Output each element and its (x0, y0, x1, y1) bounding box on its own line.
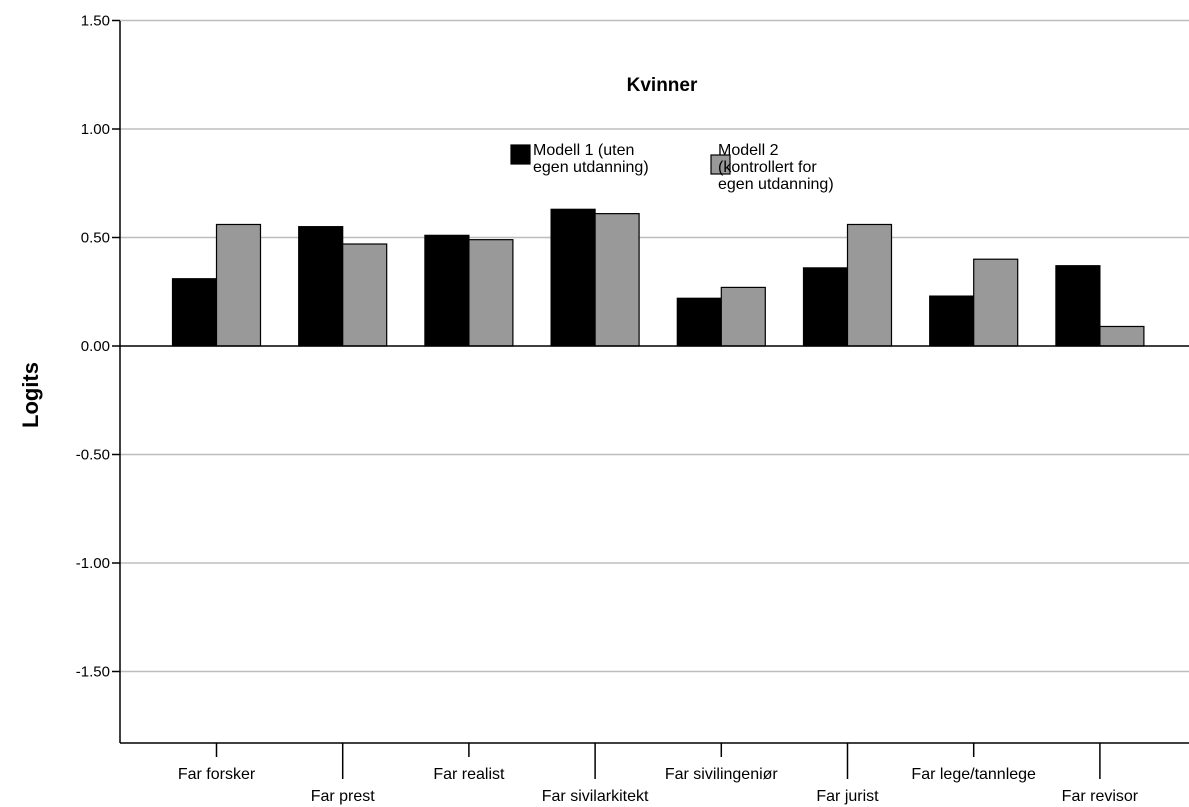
legend-label: (kontrollert for (718, 159, 817, 176)
x-tick-label: Far sivilarkitekt (542, 788, 649, 805)
bars (171, 208, 1145, 347)
bar-modell2 (215, 223, 262, 347)
bar-modell2 (594, 213, 640, 347)
legend-swatch (710, 154, 731, 175)
x-tick-label: Far jurist (816, 788, 879, 805)
x-tick-label: Far realist (433, 766, 505, 783)
x-tick-label: Far sivilingeniør (665, 766, 779, 783)
legend-label: egen utdanning) (533, 159, 649, 176)
y-tick-label: 1.50 (81, 13, 110, 30)
x-tick-label: Far revisor (1062, 788, 1139, 805)
legend-label: Modell 2 (718, 142, 779, 159)
bar-modell2 (720, 286, 766, 347)
y-tick-label: -1.00 (76, 555, 110, 572)
bar-modell1 (802, 267, 849, 347)
legend-label: Modell 1 (uten (533, 142, 634, 159)
y-tick-label: -1.50 (76, 664, 110, 681)
labels: 1.50 1.00 0.50 0.00 -0.50 -1.00 -1.50 Far forsk… (76, 13, 1139, 806)
bar-modell2 (342, 243, 388, 347)
legend-swatch (510, 144, 531, 165)
y-tick-label: 1.00 (81, 121, 110, 138)
legend-label: egen utdanning) (718, 176, 834, 193)
bar-modell2 (1099, 325, 1145, 347)
chart-title: Kvinner (627, 75, 698, 96)
x-tick-label: Far forsker (178, 766, 256, 783)
bar-modell1 (550, 208, 596, 347)
bar-modell2 (973, 258, 1019, 347)
y-axis-label: Logits (18, 362, 43, 428)
bar-modell1 (929, 295, 975, 347)
y-tick-label: 0.00 (81, 338, 110, 355)
bar-modell1 (1055, 265, 1101, 347)
axes (112, 19, 1189, 779)
bar-modell1 (424, 234, 470, 347)
bar-modell2 (846, 223, 893, 347)
y-tick-label: -0.50 (76, 447, 110, 464)
bar-modell1 (171, 278, 218, 347)
bar-modell2 (468, 239, 514, 347)
bar-modell1 (298, 226, 344, 347)
bar-modell1 (676, 297, 722, 347)
y-tick-label: 0.50 (81, 230, 110, 247)
x-tick-label: Far prest (311, 788, 376, 805)
x-tick-label: Far lege/tannlege (911, 766, 1036, 783)
